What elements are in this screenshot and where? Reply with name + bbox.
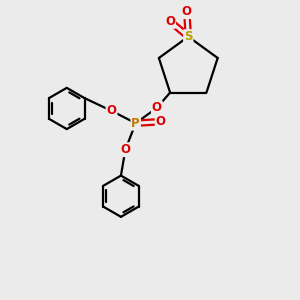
Text: O: O [106,104,116,117]
Text: O: O [156,115,166,128]
Text: P: P [131,117,140,130]
Text: O: O [182,5,192,18]
Text: O: O [165,15,175,28]
Text: S: S [184,30,193,43]
Text: O: O [152,101,162,114]
Text: O: O [120,143,130,156]
